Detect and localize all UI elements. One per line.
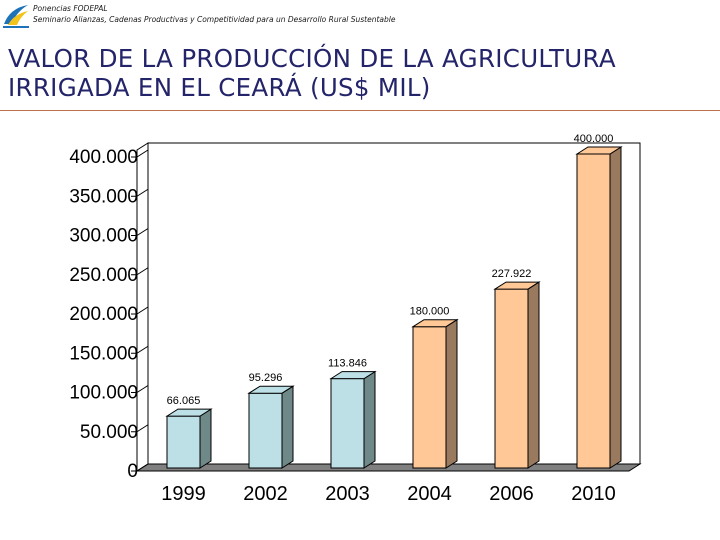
y-tick-depth [136, 306, 149, 315]
y-tick-depth [136, 267, 149, 276]
page-title: VALOR DE LA PRODUCCIÓN DE LA AGRICULTURA… [8, 44, 708, 102]
data-label-2003: 113.846 [328, 358, 367, 370]
title-divider [0, 110, 720, 111]
bar-2010 [576, 153, 611, 469]
bar-1999 [166, 415, 201, 469]
x-tick-label-2010: 2010 [571, 483, 616, 505]
bar-side-2002 [281, 385, 294, 469]
bar-2002 [248, 392, 283, 469]
y-tick-depth [136, 345, 149, 354]
title-line-2: IRRIGADA EN EL CEARÁ (US$ MIL) [8, 73, 431, 102]
header-line-1: Ponencias FODEPAL [33, 4, 108, 13]
y-tick-label: 400.000 [69, 147, 138, 168]
bars [165, 146, 623, 469]
bar-top-2006 [493, 281, 541, 290]
data-label-2010: 400.000 [574, 133, 614, 145]
x-tick-label-2003: 2003 [325, 483, 370, 505]
header-text: Ponencias FODEPAL Seminario Alianzas, Ca… [33, 3, 395, 25]
y-tick-depth [136, 188, 149, 197]
y-tick-label: 300.000 [69, 226, 138, 247]
bar-side-2006 [527, 281, 540, 469]
header-line-2: Seminario Alianzas, Cadenas Productivas … [33, 15, 396, 24]
x-tick-label-1999: 1999 [161, 483, 206, 505]
y-tick-depth [136, 149, 149, 158]
y-tick-depth [136, 463, 149, 472]
bar-top-2010 [575, 146, 623, 155]
x-axis: 1999 2002 2003 2004 2006 2010 [161, 483, 616, 505]
x-tick-label-2004: 2004 [407, 483, 452, 505]
chart-background [135, 142, 642, 472]
bar-top-2004 [411, 319, 459, 328]
x-tick-label-2006: 2006 [489, 483, 534, 505]
bar-top-2002 [247, 385, 295, 394]
bar-top-2003 [329, 371, 377, 380]
chart-floor [135, 463, 642, 472]
y-tick-label: 0 [127, 461, 138, 482]
bar-top-1999 [165, 408, 213, 417]
y-tick-label: 350.000 [69, 186, 138, 207]
y-axis: 0 50.000 100.000 150.000 200.000 250.000 300.0… [69, 147, 149, 482]
y-tick-depth [136, 228, 149, 236]
chart-wall [147, 142, 641, 465]
bar-side-1999 [199, 408, 212, 469]
y-tick-label: 150.000 [69, 343, 138, 364]
y-tick-label: 50.000 [80, 422, 138, 443]
data-label-2002: 95.296 [249, 372, 283, 384]
logo [2, 2, 30, 28]
bar-2006 [494, 288, 529, 469]
data-label-2004: 180.000 [410, 306, 450, 318]
bar-side-2010 [609, 146, 622, 469]
x-tick-label-2002: 2002 [243, 483, 288, 505]
y-tick-label: 250.000 [69, 265, 138, 286]
y-tick-label: 100.000 [69, 383, 138, 404]
y-tick-depth [136, 424, 149, 433]
data-labels: 66.065 95.296 113.846 180.000 227.922 400.000 [167, 133, 614, 407]
bar-2003 [330, 378, 365, 469]
bar-2004 [412, 326, 447, 469]
data-label-2006: 227.922 [492, 268, 532, 280]
title-line-1: VALOR DE LA PRODUCCIÓN DE LA AGRICULTURA [8, 44, 616, 73]
bar-side-2004 [445, 318, 458, 469]
data-label-1999: 66.065 [167, 395, 201, 407]
y-tick-label: 200.000 [69, 304, 138, 325]
bar-side-2003 [363, 370, 376, 469]
y-tick-depth [136, 385, 149, 393]
